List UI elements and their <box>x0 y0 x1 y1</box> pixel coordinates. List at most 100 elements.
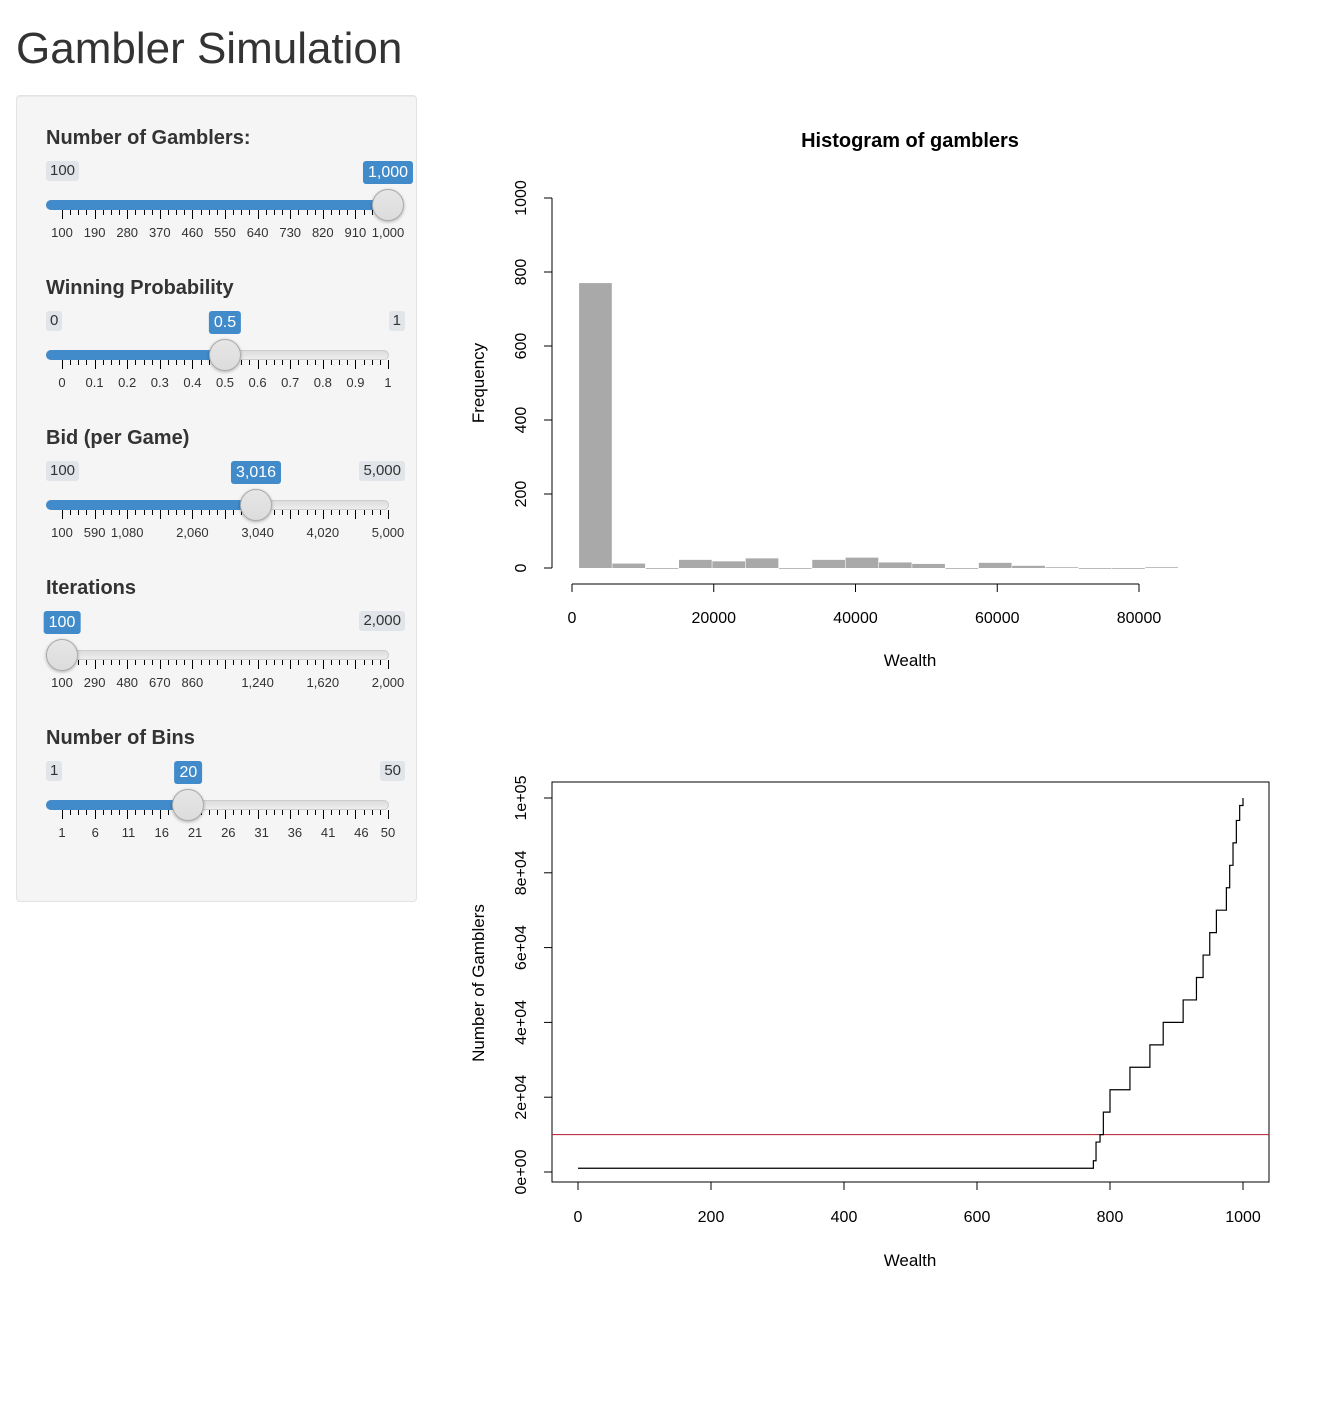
slider-handle[interactable] <box>209 339 241 371</box>
histogram-bar <box>878 562 912 568</box>
slider-fill <box>46 800 189 810</box>
slider-bins[interactable]: 1 50 1 6 11 16 21 26 31 36 41 46 50 20 <box>46 758 405 848</box>
slider-tick-label: 730 <box>279 225 302 240</box>
histogram-y-tick-label: 600 <box>513 333 530 360</box>
histogram-y-tick-label: 400 <box>513 407 530 434</box>
histogram-bar <box>845 557 879 568</box>
slider-tick-label: 0 <box>58 375 66 390</box>
slider-tick-label: 0.9 <box>346 375 365 390</box>
slider-max-label: 1 <box>388 311 405 331</box>
line-x-tick-label: 600 <box>964 1209 991 1226</box>
line-y-tick-label: 0e+00 <box>513 1149 530 1194</box>
slider-tick-label: 4,020 <box>306 525 340 540</box>
histogram-y-tick-label: 0 <box>513 563 530 572</box>
histogram-x-label: Wealth <box>884 651 937 670</box>
line-x-tick-label: 0 <box>574 1209 583 1226</box>
slider-fill <box>46 350 225 360</box>
slider-gamblers[interactable]: 100 100 190 280 370 460 550 640 730 820 910 1,000 1,… <box>46 158 414 248</box>
histogram-title: Histogram of gamblers <box>801 130 1019 152</box>
slider-tick-label: 0.3 <box>150 375 169 390</box>
slider-tick-label: 41 <box>320 825 336 840</box>
slider-tick-label: 26 <box>221 825 236 840</box>
slider-tick-label: 0.2 <box>118 375 137 390</box>
slider-value-label: 20 <box>174 761 203 784</box>
slider-tick-label: 50 <box>380 825 396 840</box>
line-x-tick-label: 200 <box>698 1209 725 1226</box>
histogram-bar <box>712 561 746 568</box>
slider-label-bins: Number of Bins <box>46 727 195 749</box>
slider-iterations[interactable]: 1002,0001002904806708601,2401,6202,00010… <box>43 608 405 698</box>
slider-label-bid: Bid (per Game) <box>46 427 190 449</box>
slider-label-gamblers: Number of Gamblers: <box>46 127 251 149</box>
slider-ticks <box>46 510 389 524</box>
histogram-bar <box>1112 568 1145 569</box>
slider-tick-label: 820 <box>311 225 334 240</box>
histogram-y-tick-label: 200 <box>513 481 530 508</box>
slider-tick-label: 0.4 <box>183 375 202 390</box>
line-y-tick-label: 8e+04 <box>513 850 530 895</box>
page-title: Gambler Simulation <box>16 24 403 73</box>
slider-track[interactable] <box>46 650 389 660</box>
slider-tick-label: 5,000 <box>371 525 405 540</box>
slider-tick-label: 1,080 <box>110 525 144 540</box>
slider-tick-label: 3,040 <box>241 525 274 540</box>
line-y-label: Number of Gamblers <box>469 904 488 1062</box>
slider-group-iterations: Iterations 100 2,000 100 290 480 670 860 1,240 1,… <box>17 546 418 696</box>
slider-handle[interactable] <box>46 639 78 671</box>
slider-min-label: 100 <box>46 161 80 181</box>
slider-tick-label: 11 <box>121 825 136 840</box>
slider-value-label: 3,016 <box>230 461 282 484</box>
histogram-x-tick-label: 20000 <box>692 610 737 627</box>
slider-handle[interactable] <box>240 489 272 521</box>
histogram-y-tick-label: 1000 <box>513 180 530 216</box>
slider-tick-label: 100 <box>51 525 73 540</box>
slider-tick-label: 0.6 <box>248 375 267 390</box>
histogram-x-tick-label: 0 <box>568 610 577 627</box>
slider-bid[interactable]: 100 5,000 100 590 1,080 2,060 3,040 4,020 5,000 3… <box>46 458 405 548</box>
line-plot-frame <box>551 781 1270 1183</box>
slider-tick-label: 860 <box>181 675 204 690</box>
slider-tick-label: 1 <box>58 825 66 840</box>
slider-tick-label: 640 <box>246 225 269 240</box>
histogram-y-label: Frequency <box>469 342 488 423</box>
line-x-tick-label: 1000 <box>1225 1209 1261 1226</box>
slider-tick-label: 16 <box>154 825 170 840</box>
histogram-bar <box>612 563 646 568</box>
slider-tick-label: 1,000 <box>371 225 405 240</box>
slider-tick-label: 550 <box>214 225 236 240</box>
slider-tick-label: 6 <box>91 825 99 840</box>
slider-max-label: 50 <box>380 761 405 781</box>
slider-group-bid: Bid (per Game) 100 5,000 100 590 1,080 2,060 3,… <box>17 396 418 546</box>
slider-prob[interactable]: 0 1 0 0.1 0.2 0.3 0.4 0.5 0.6 0.7 0.8 0.9 1 0.5 <box>46 308 405 398</box>
histogram-bar <box>679 559 712 568</box>
histogram-x-tick-label: 40000 <box>833 610 878 627</box>
slider-tick-label: 46 <box>354 825 369 840</box>
histogram-bar <box>812 559 845 568</box>
histogram-bar <box>978 562 1012 568</box>
slider-tick-label: 2,000 <box>371 675 405 690</box>
slider-fill <box>46 200 388 210</box>
line-y-tick-label: 6e+04 <box>513 925 530 970</box>
line-y-tick-label: 2e+04 <box>513 1075 530 1120</box>
slider-tick-label: 21 <box>187 825 203 840</box>
slider-max-label: 5,000 <box>359 461 405 481</box>
slider-handle[interactable] <box>172 789 205 821</box>
slider-tick-label: 100 <box>51 225 73 240</box>
line-y-tick-label: 4e+04 <box>513 1000 530 1045</box>
slider-min-label: 1 <box>46 761 63 781</box>
slider-ticks <box>46 810 389 824</box>
plots-area: Histogram of gamblers 0 200 400 600 800 1000 0 2… <box>469 130 1270 1270</box>
histogram-x-tick-label: 80000 <box>1117 610 1162 627</box>
slider-fill <box>46 500 256 510</box>
slider-max-label: 2,000 <box>359 611 405 631</box>
slider-handle[interactable] <box>372 189 404 221</box>
histogram-bar <box>745 558 779 568</box>
slider-value-label: 100 <box>43 611 81 634</box>
histogram-bar <box>1078 568 1112 569</box>
histogram-bar <box>945 568 979 569</box>
slider-tick-label: 1 <box>384 375 392 390</box>
histogram-y-tick-label: 800 <box>513 259 530 286</box>
slider-ticks <box>46 210 389 224</box>
slider-tick-label: 670 <box>148 675 171 690</box>
slider-group-prob: Winning Probability 0 1 0 0.1 0.2 0.3 0.4 0.5 0.6… <box>17 246 418 396</box>
